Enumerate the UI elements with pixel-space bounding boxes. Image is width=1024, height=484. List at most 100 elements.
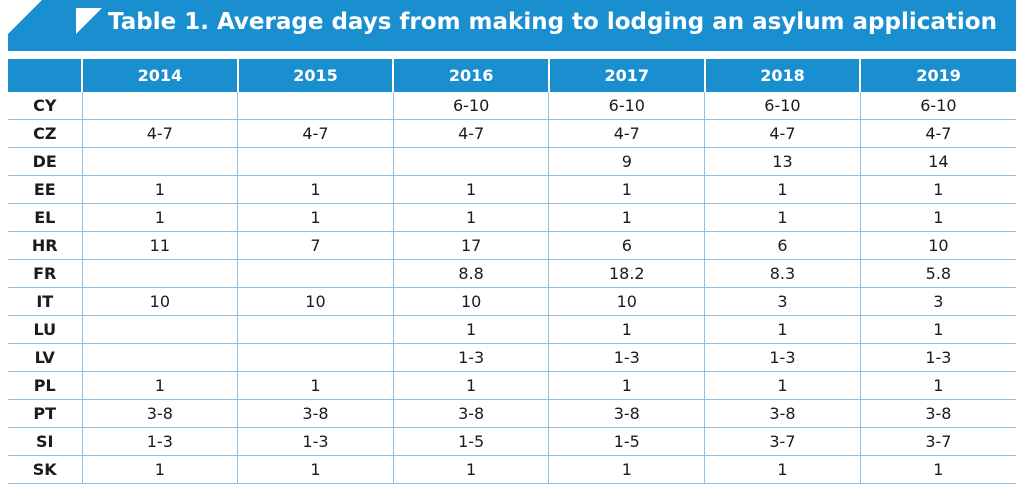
- value-cell: 1: [704, 371, 861, 400]
- value-cell: 1: [237, 455, 394, 484]
- value-cell: 11: [81, 231, 238, 260]
- value-cell: 1: [859, 455, 1016, 484]
- value-cell: 3: [704, 287, 861, 316]
- value-cell: 1: [548, 203, 705, 232]
- value-cell: 1: [81, 455, 238, 484]
- title-notch-decoration: [76, 8, 102, 34]
- country-code-cell: LU: [8, 315, 82, 344]
- value-cell: 4-7: [81, 119, 238, 148]
- value-cell: [237, 259, 394, 288]
- country-code-cell: DE: [8, 147, 82, 176]
- country-code-cell: EL: [8, 203, 82, 232]
- value-cell: [81, 147, 238, 176]
- value-cell: [81, 92, 238, 120]
- table-row: IT 10 10 10 10 3 3: [8, 287, 1016, 316]
- value-cell: 10: [548, 287, 705, 316]
- country-code-cell: PT: [8, 399, 82, 428]
- country-code-cell: CY: [8, 92, 82, 120]
- value-cell: 3-8: [859, 399, 1016, 428]
- header-year-cell: 2016: [392, 59, 549, 92]
- country-code-cell: LV: [8, 343, 82, 372]
- value-cell: 1: [704, 455, 861, 484]
- table-row: LU 1 1 1 1: [8, 315, 1016, 344]
- country-code-cell: IT: [8, 287, 82, 316]
- country-code-cell: FR: [8, 259, 82, 288]
- value-cell: [392, 147, 549, 176]
- value-cell: [81, 315, 238, 344]
- value-cell: 1: [704, 175, 861, 204]
- value-cell: 1: [392, 371, 549, 400]
- header-year-cell: 2014: [81, 59, 238, 92]
- value-cell: 6: [704, 231, 861, 260]
- value-cell: 1: [392, 203, 549, 232]
- value-cell: 6-10: [704, 92, 861, 120]
- value-cell: 1: [548, 455, 705, 484]
- value-cell: 1: [237, 203, 394, 232]
- value-cell: 1: [548, 371, 705, 400]
- country-code-cell: EE: [8, 175, 82, 204]
- value-cell: 10: [81, 287, 238, 316]
- value-cell: 1: [548, 315, 705, 344]
- value-cell: 1: [81, 371, 238, 400]
- table-row: HR 11 7 17 6 6 10: [8, 231, 1016, 260]
- country-code-cell: HR: [8, 231, 82, 260]
- value-cell: 3: [859, 287, 1016, 316]
- value-cell: 4-7: [859, 119, 1016, 148]
- value-cell: 10: [859, 231, 1016, 260]
- value-cell: 10: [392, 287, 549, 316]
- asylum-days-table: 2014 2015 2016 2017 2018 2019 CY 6-10 6-10…: [8, 59, 1016, 484]
- table-row: DE 9 13 14: [8, 147, 1016, 176]
- value-cell: 1: [237, 175, 394, 204]
- table-title: Table 1. Average days from making to lod…: [108, 9, 997, 35]
- value-cell: 1-3: [704, 343, 861, 372]
- value-cell: 1: [548, 175, 705, 204]
- table-row: FR 8.8 18.2 8.3 5.8: [8, 259, 1016, 288]
- value-cell: [81, 343, 238, 372]
- value-cell: [237, 147, 394, 176]
- value-cell: [237, 315, 394, 344]
- table-body: CY 6-10 6-10 6-10 6-10 CZ 4-7 4-7 4-7 4-7 4-7 4-7 DE…: [8, 92, 1016, 484]
- value-cell: 1: [81, 203, 238, 232]
- value-cell: 3-8: [548, 399, 705, 428]
- value-cell: 7: [237, 231, 394, 260]
- value-cell: 3-7: [859, 427, 1016, 456]
- value-cell: 8.3: [704, 259, 861, 288]
- value-cell: 1: [392, 175, 549, 204]
- table-row: CY 6-10 6-10 6-10 6-10: [8, 92, 1016, 120]
- value-cell: 3-7: [704, 427, 861, 456]
- header-row: 2014 2015 2016 2017 2018 2019: [8, 59, 1016, 92]
- table-row: EE 1 1 1 1 1 1: [8, 175, 1016, 204]
- value-cell: 1: [392, 455, 549, 484]
- value-cell: 17: [392, 231, 549, 260]
- title-banner: Table 1. Average days from making to lod…: [8, 0, 1016, 51]
- country-code-cell: PL: [8, 371, 82, 400]
- value-cell: 14: [859, 147, 1016, 176]
- value-cell: 6-10: [548, 92, 705, 120]
- value-cell: 10: [237, 287, 394, 316]
- value-cell: 1: [237, 371, 394, 400]
- table-row: PT 3-8 3-8 3-8 3-8 3-8 3-8: [8, 399, 1016, 428]
- value-cell: 3-8: [704, 399, 861, 428]
- header-year-cell: 2019: [859, 59, 1016, 92]
- table-row: CZ 4-7 4-7 4-7 4-7 4-7 4-7: [8, 119, 1016, 148]
- value-cell: 1: [704, 315, 861, 344]
- table-row: SK 1 1 1 1 1 1: [8, 455, 1016, 484]
- value-cell: 1-3: [237, 427, 394, 456]
- table-row: PL 1 1 1 1 1 1: [8, 371, 1016, 400]
- header-corner-cell: [8, 59, 82, 92]
- value-cell: 1: [81, 175, 238, 204]
- value-cell: 1-3: [81, 427, 238, 456]
- table-row: LV 1-3 1-3 1-3 1-3: [8, 343, 1016, 372]
- value-cell: 1: [704, 203, 861, 232]
- value-cell: 3-8: [81, 399, 238, 428]
- value-cell: 1-5: [392, 427, 549, 456]
- value-cell: 6-10: [392, 92, 549, 120]
- value-cell: 4-7: [237, 119, 394, 148]
- value-cell: 5.8: [859, 259, 1016, 288]
- value-cell: 8.8: [392, 259, 549, 288]
- value-cell: 4-7: [392, 119, 549, 148]
- value-cell: 1: [859, 371, 1016, 400]
- value-cell: 3-8: [237, 399, 394, 428]
- value-cell: 1: [859, 175, 1016, 204]
- header-year-cell: 2017: [547, 59, 705, 92]
